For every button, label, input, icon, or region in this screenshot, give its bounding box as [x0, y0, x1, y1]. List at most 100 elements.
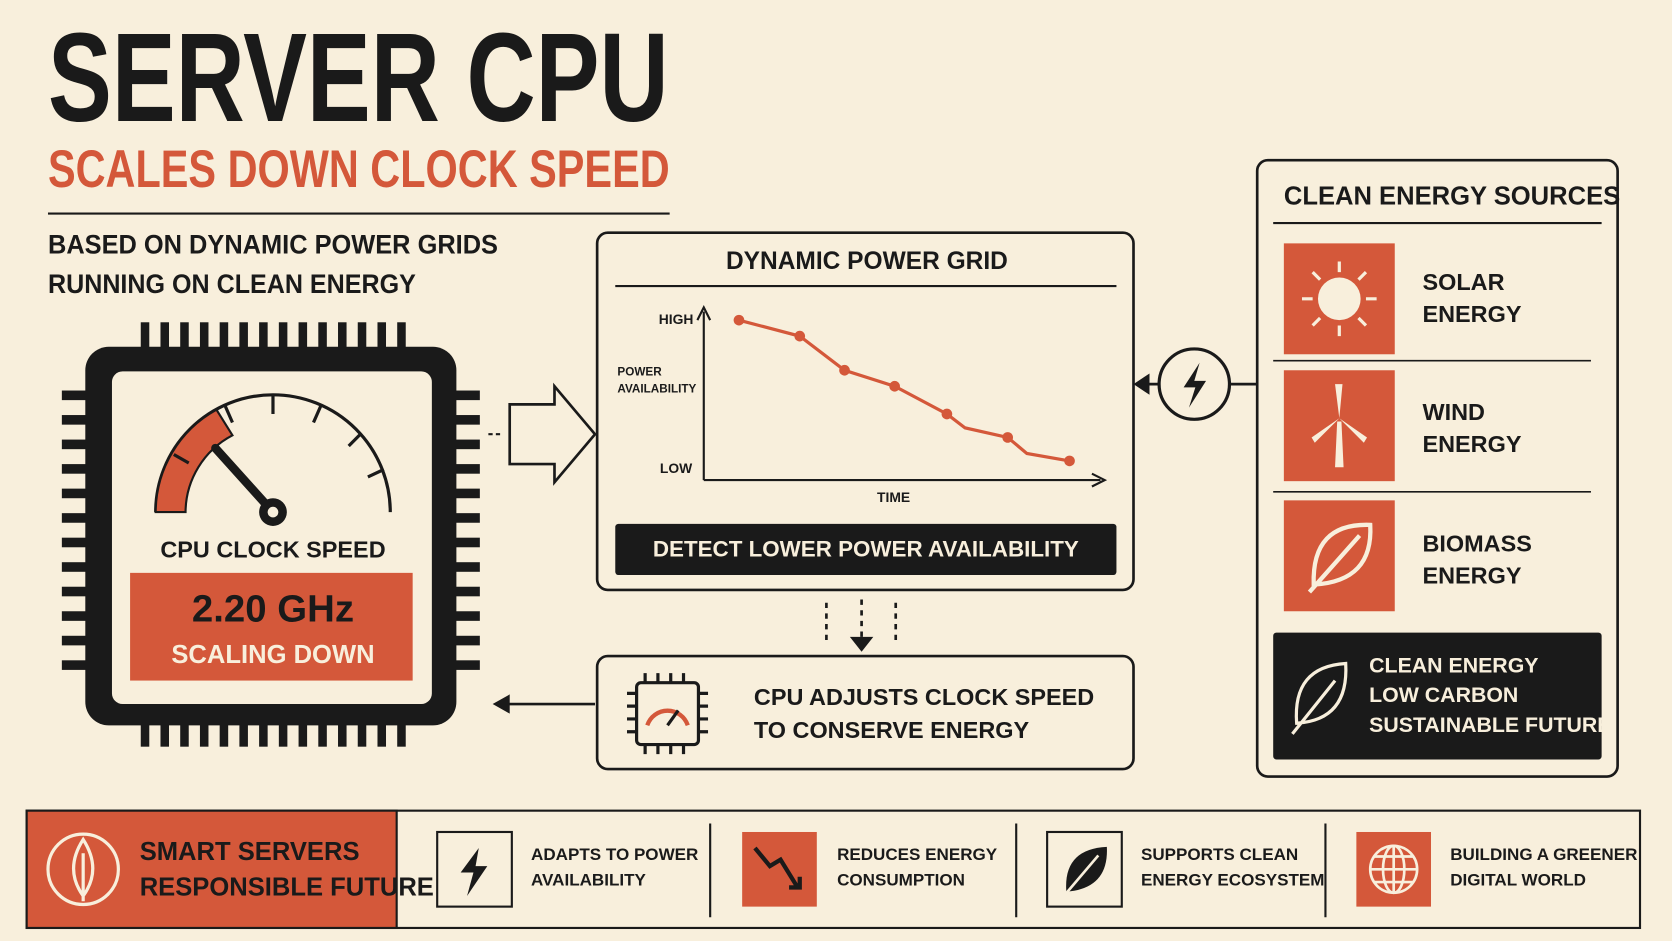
chip-pin	[377, 723, 387, 747]
chip-pin	[219, 322, 229, 349]
footer-separators	[709, 823, 1327, 918]
cpu-icon-pins	[627, 673, 709, 755]
title: SERVER CPU	[48, 7, 669, 148]
chip-pin	[318, 723, 327, 747]
adjust-text: CPU ADJUSTS CLOCK SPEED	[754, 684, 1094, 710]
chip-pin	[199, 723, 209, 747]
chip-pin	[219, 723, 229, 747]
grid-banner	[615, 523, 1117, 575]
grid-panel	[595, 231, 1135, 592]
leaf	[1307, 522, 1373, 594]
description: RUNNING ON CLEAN ENERGY	[48, 269, 416, 299]
footer-lead-text: SMART SERVERS	[140, 838, 360, 866]
chip-pin	[61, 415, 88, 425]
leaf	[72, 836, 95, 902]
dotted-arrows	[825, 599, 898, 646]
cpu-chip	[61, 322, 480, 747]
chip-pin	[454, 562, 480, 572]
x-axis-label: TIME	[877, 489, 910, 505]
source-name: ENERGY	[1422, 562, 1521, 588]
footer-lead-icon	[46, 832, 120, 907]
bolt	[1183, 362, 1207, 408]
chip-pin	[454, 660, 480, 670]
chip-pin	[454, 488, 480, 499]
chip-pin	[61, 635, 88, 646]
footer-text: AVAILABILITY	[531, 871, 647, 890]
chip-pin	[357, 723, 367, 747]
bolt	[460, 847, 488, 896]
down-trend	[753, 846, 802, 890]
chip-pin	[454, 439, 480, 450]
gauge-hub-dot	[267, 506, 279, 518]
cpu-icon-gauge	[645, 708, 690, 727]
footer-text: SUPPORTS CLEAN	[1141, 845, 1298, 864]
chip-pin	[454, 415, 480, 425]
chip-pin	[454, 635, 480, 646]
cpu-icon-needle	[666, 709, 680, 727]
arrow-head	[492, 694, 510, 714]
adjust-text: TO CONSERVE ENERGY	[754, 717, 1030, 743]
cpu-status: SCALING DOWN	[171, 641, 374, 669]
sun-rays	[1301, 261, 1377, 337]
globe	[1368, 844, 1419, 895]
chip-pin	[180, 322, 189, 349]
footer-icon	[436, 830, 513, 908]
arrow-right	[508, 382, 597, 486]
chip-pin	[338, 723, 347, 747]
chip-pin	[454, 464, 480, 474]
footer-lead-text: RESPONSIBLE FUTURE	[140, 873, 434, 901]
chip-pin	[454, 390, 480, 401]
chip-pin	[298, 723, 308, 747]
footer-lead	[25, 809, 398, 930]
chip-pin	[278, 723, 288, 747]
adjust-panel	[595, 654, 1135, 771]
grid-title: DYNAMIC POWER GRID	[726, 248, 1008, 275]
chip-pin	[61, 439, 88, 450]
chip-pin	[61, 562, 88, 572]
chip-pin	[199, 322, 209, 349]
footer-text: CONSUMPTION	[837, 871, 965, 890]
chip-pin	[61, 586, 88, 597]
sources-title: CLEAN ENERGY SOURCES	[1284, 182, 1620, 210]
chip-pin	[397, 723, 406, 747]
chip-pin	[140, 723, 150, 747]
chip-pin	[377, 322, 387, 349]
chip-pin	[259, 723, 268, 747]
sun	[1317, 277, 1361, 321]
chart-axes	[696, 304, 1108, 488]
chip-pin	[140, 322, 150, 349]
chip-pin	[454, 611, 480, 621]
source-name: BIOMASS	[1422, 530, 1531, 556]
chip-pin	[239, 322, 248, 349]
chip-pin	[318, 322, 327, 349]
footer-text: DIGITAL WORLD	[1450, 871, 1586, 890]
chip-pin	[357, 322, 367, 349]
footer-text: ADAPTS TO POWER	[531, 845, 698, 864]
y-axis-label: AVAILABILITY	[617, 383, 696, 396]
chip-pin	[397, 322, 406, 349]
gauge-ticks	[173, 394, 385, 479]
chip-pin	[278, 322, 288, 349]
footer-text: REDUCES ENERGY	[837, 845, 998, 864]
chip-pin	[160, 723, 170, 747]
banner-text: LOW CARBON	[1369, 683, 1518, 707]
chip-pin	[61, 464, 88, 474]
turbine	[1311, 384, 1368, 468]
description: BASED ON DYNAMIC POWER GRIDS	[48, 230, 498, 260]
cpu-label: CPU CLOCK SPEED	[160, 537, 385, 563]
cpu-speed: 2.20 GHz	[192, 587, 354, 630]
speed-box	[130, 572, 413, 681]
chip-pin	[239, 723, 248, 747]
banner-text: SUSTAINABLE FUTURE	[1369, 713, 1611, 737]
chip-pin	[61, 611, 88, 621]
chip-pin	[180, 723, 189, 747]
source-name: WIND	[1422, 399, 1485, 425]
footer-icon	[1046, 830, 1123, 908]
chip-pin	[338, 322, 347, 349]
grid-banner-text: DETECT LOWER POWER AVAILABILITY	[653, 536, 1079, 561]
source-name: ENERGY	[1422, 301, 1521, 327]
leaf-vein	[1061, 854, 1100, 899]
footer-text: BUILDING A GREENER	[1450, 845, 1637, 864]
y-axis-label: POWER	[617, 365, 662, 378]
arrow-head	[1133, 373, 1150, 395]
